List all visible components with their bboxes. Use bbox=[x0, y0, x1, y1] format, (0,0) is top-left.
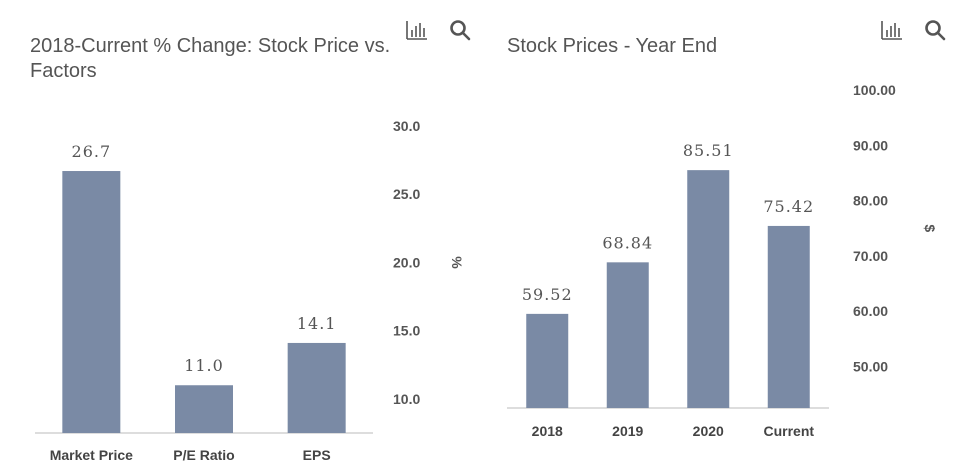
data-label: 85.51 bbox=[683, 141, 734, 160]
x-tick-label: 2020 bbox=[693, 423, 724, 439]
x-tick-label: 2019 bbox=[612, 423, 643, 439]
chart-panel-price-vs-factors: 2018-Current % Change: Stock Price vs. F… bbox=[30, 18, 472, 463]
data-label: 59.52 bbox=[522, 285, 573, 304]
bar-chart-plot: 26.7 Market Price 11.0 P/E Ratio 14.1 EPS 10.0… bbox=[35, 118, 465, 463]
chart-title-line-2: Factors bbox=[30, 60, 97, 82]
chart-panel-year-end-prices: Stock Prices - Year End 59.52 2018 68.84 20… bbox=[480, 0, 958, 475]
x-tick-label: P/E Ratio bbox=[173, 447, 234, 463]
x-tick-label: Market Price bbox=[50, 447, 133, 463]
chart-title: 2018-Current % Change: Stock Price vs. F… bbox=[30, 34, 430, 84]
bar bbox=[606, 262, 649, 408]
bar bbox=[62, 171, 121, 433]
data-label: 68.84 bbox=[602, 233, 653, 252]
y-tick-label: 20.0 bbox=[393, 254, 420, 270]
y-tick-label: 30.0 bbox=[393, 118, 420, 134]
x-tick-label: 2018 bbox=[532, 423, 563, 439]
chart-title-line-1: Stock Prices - Year End bbox=[507, 35, 718, 57]
data-label: 11.0 bbox=[184, 356, 224, 375]
y-tick-label: 90.00 bbox=[853, 137, 888, 153]
bar-chart-icon[interactable] bbox=[405, 18, 429, 42]
data-label: 75.42 bbox=[763, 197, 814, 216]
bar-chart-icon[interactable] bbox=[880, 18, 904, 42]
y-tick-label: 70.00 bbox=[853, 248, 888, 264]
chart-title-line-1: 2018-Current % Change: Stock Price vs. bbox=[30, 35, 391, 57]
y-tick-label: 80.00 bbox=[853, 193, 888, 209]
y-axis-title: $ bbox=[922, 224, 938, 232]
search-icon[interactable] bbox=[448, 18, 472, 42]
bar-chart-plot: 59.52 2018 68.84 2019 85.51 2020 75.42 Current 5… bbox=[507, 82, 938, 439]
y-tick-label: 15.0 bbox=[393, 323, 420, 339]
data-label: 14.1 bbox=[297, 314, 337, 333]
search-icon[interactable] bbox=[923, 18, 947, 42]
chart-title: Stock Prices - Year End bbox=[507, 34, 837, 59]
y-axis-title: % bbox=[449, 256, 465, 269]
y-tick-label: 10.0 bbox=[393, 391, 420, 407]
y-tick-label: 25.0 bbox=[393, 186, 420, 202]
y-tick-label: 60.00 bbox=[853, 303, 888, 319]
x-tick-label: EPS bbox=[303, 447, 331, 463]
y-tick-label: 100.00 bbox=[853, 82, 896, 98]
y-tick-label: 50.00 bbox=[853, 359, 888, 375]
bar bbox=[526, 313, 569, 408]
bar bbox=[767, 225, 810, 408]
x-tick-label: Current bbox=[763, 423, 814, 439]
bar bbox=[287, 342, 346, 433]
bar bbox=[175, 385, 233, 433]
data-label: 26.7 bbox=[72, 142, 112, 161]
bar bbox=[687, 170, 730, 408]
